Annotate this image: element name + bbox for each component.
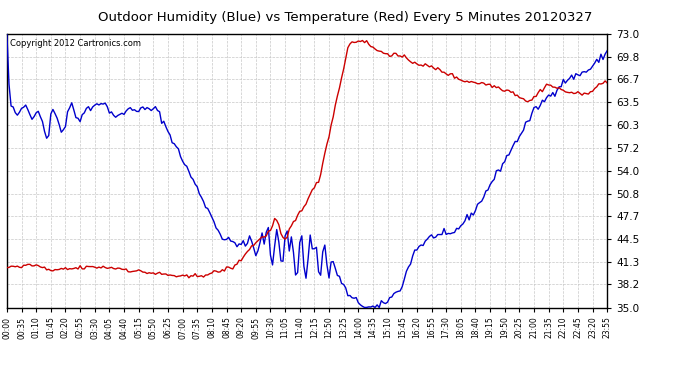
Text: Outdoor Humidity (Blue) vs Temperature (Red) Every 5 Minutes 20120327: Outdoor Humidity (Blue) vs Temperature (… xyxy=(98,11,592,24)
Text: Copyright 2012 Cartronics.com: Copyright 2012 Cartronics.com xyxy=(10,39,141,48)
